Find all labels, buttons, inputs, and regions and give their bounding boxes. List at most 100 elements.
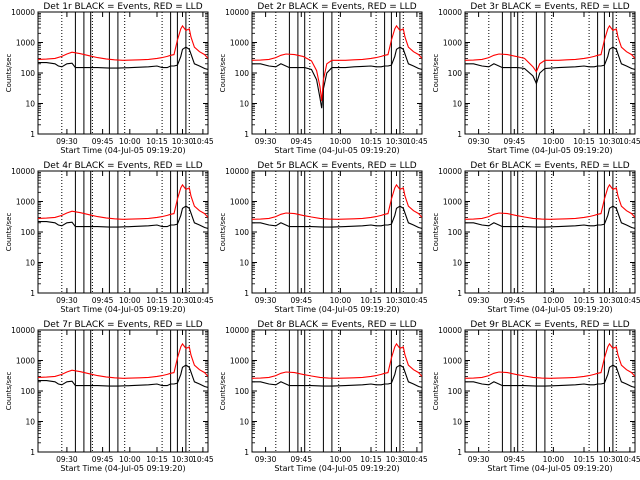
plot-frame [37, 170, 209, 294]
series-line-events [252, 46, 422, 109]
panel-title: Det 4r BLACK = Events, RED = LLD [43, 161, 202, 171]
x-tick-label: 10:15 [573, 455, 595, 464]
y-tick-label: 100 [235, 69, 250, 78]
x-tick-label: 09:30 [468, 137, 490, 146]
x-tick-label: 10:45 [192, 137, 214, 146]
x-tick-label: 09:45 [503, 296, 525, 305]
x-tick-label: 10:30 [599, 455, 621, 464]
y-tick-label: 10000 [11, 326, 35, 335]
x-tick-label: 10:15 [146, 296, 168, 305]
x-tick-label: 10:00 [119, 296, 141, 305]
y-tick-label: 10000 [11, 8, 35, 17]
y-tick-label: 10 [452, 418, 462, 427]
series-line-events [252, 364, 422, 389]
panel-title: Det 3r BLACK = Events, RED = LLD [470, 2, 629, 12]
x-axis-label: Start Time (04-Jul-05 09:19:20) [60, 146, 185, 155]
y-axis-label: Counts/sec [432, 213, 440, 252]
series-group [252, 342, 422, 389]
x-tick-label: 10:15 [573, 296, 595, 305]
x-tick-label: 10:30 [386, 296, 408, 305]
x-tick-label: 10:45 [192, 455, 214, 464]
x-tick-label: 10:15 [146, 455, 168, 464]
y-tick-label: 100 [21, 387, 36, 396]
x-axis-label: Start Time (04-Jul-05 09:19:20) [274, 305, 399, 314]
y-tick-label: 100 [21, 69, 36, 78]
series-line-lld [465, 24, 635, 73]
x-tick-label: 10:45 [406, 137, 428, 146]
panel-det-3r: Det 3r BLACK = Events, RED = LLD 1 10 100 10… [432, 2, 640, 155]
y-tick-label: 10 [25, 259, 35, 268]
x-tick-label: 10:30 [599, 137, 621, 146]
x-tick-label: 10:15 [360, 296, 382, 305]
x-tick-label: 10:30 [386, 455, 408, 464]
x-tick-label: 10:00 [543, 455, 565, 464]
series-group [38, 183, 208, 230]
y-tick-label: 10 [452, 259, 462, 268]
x-tick-label: 09:30 [255, 455, 277, 464]
x-axis-label: Start Time (04-Jul-05 09:19:20) [487, 305, 612, 314]
x-tick-label: 10:30 [386, 137, 408, 146]
plot-frame [464, 170, 636, 294]
y-tick-label: 10000 [225, 326, 249, 335]
x-axis-label: Start Time (04-Jul-05 09:19:20) [487, 464, 612, 473]
panel-title: Det 2r BLACK = Events, RED = LLD [257, 2, 416, 12]
series-line-lld [252, 183, 422, 220]
y-axis-label: Counts/sec [219, 213, 227, 252]
x-tick-label: 09:45 [503, 455, 525, 464]
x-tick-label: 09:45 [290, 137, 312, 146]
y-axis-label: Counts/sec [432, 54, 440, 93]
y-axis-label: Counts/sec [219, 372, 227, 411]
y-tick-label: 1000 [230, 357, 249, 366]
y-tick-label: 100 [448, 228, 463, 237]
series-group [252, 24, 422, 109]
y-tick-label: 10 [239, 100, 249, 109]
series-line-lld [465, 342, 635, 379]
x-axis-label: Start Time (04-Jul-05 09:19:20) [60, 464, 185, 473]
x-tick-label: 10:15 [146, 137, 168, 146]
series-line-events [465, 205, 635, 230]
y-tick-label: 100 [235, 228, 250, 237]
panel-det-9r: Det 9r BLACK = Events, RED = LLD 1 10 100 10… [432, 320, 640, 473]
series-line-events [38, 205, 208, 230]
y-axis-label: Counts/sec [219, 54, 227, 93]
series-line-events [465, 364, 635, 389]
series-group [38, 24, 208, 71]
panel-det-6r: Det 6r BLACK = Events, RED = LLD 1 10 100 10… [432, 161, 640, 314]
y-tick-label: 1000 [230, 198, 249, 207]
x-tick-label: 10:00 [543, 296, 565, 305]
y-tick-label: 1000 [16, 39, 35, 48]
plot-frame [464, 329, 636, 453]
panel-det-4r: Det 4r BLACK = Events, RED = LLD 1 10 100 10… [5, 161, 214, 314]
y-tick-label: 1 [244, 448, 249, 457]
y-tick-label: 10 [25, 100, 35, 109]
x-tick-label: 10:30 [172, 296, 194, 305]
panel-title: Det 1r BLACK = Events, RED = LLD [43, 2, 202, 12]
y-tick-label: 1000 [230, 39, 249, 48]
y-tick-label: 1 [457, 448, 462, 457]
x-tick-label: 09:30 [56, 137, 78, 146]
x-tick-label: 10:15 [360, 455, 382, 464]
x-tick-label: 10:45 [406, 455, 428, 464]
y-tick-label: 1 [244, 130, 249, 139]
x-tick-label: 10:45 [619, 455, 640, 464]
x-tick-label: 09:45 [92, 296, 114, 305]
y-tick-label: 10000 [438, 167, 462, 176]
series-line-lld [465, 183, 635, 220]
y-tick-label: 100 [448, 69, 463, 78]
series-line-lld [38, 24, 208, 61]
x-tick-label: 10:45 [619, 137, 640, 146]
y-tick-label: 1 [457, 289, 462, 298]
series-line-lld [252, 342, 422, 379]
y-axis-label: Counts/sec [5, 213, 13, 252]
panel-det-2r: Det 2r BLACK = Events, RED = LLD 1 10 100 10… [219, 2, 428, 155]
x-axis-label: Start Time (04-Jul-05 09:19:20) [60, 305, 185, 314]
x-tick-label: 10:00 [119, 137, 141, 146]
x-tick-label: 09:45 [503, 137, 525, 146]
x-tick-label: 10:00 [119, 455, 141, 464]
plot-frame [251, 170, 423, 294]
plot-frame [464, 11, 636, 135]
series-group [38, 342, 208, 389]
plot-frame [37, 11, 209, 135]
panel-det-7r: Det 7r BLACK = Events, RED = LLD 1 10 100 10… [5, 320, 214, 473]
x-axis-label: Start Time (04-Jul-05 09:19:20) [274, 146, 399, 155]
